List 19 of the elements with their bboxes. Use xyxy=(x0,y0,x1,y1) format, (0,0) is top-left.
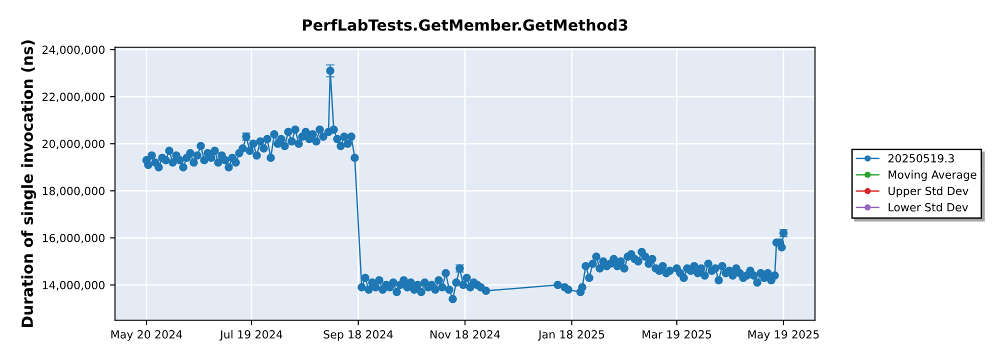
legend-label: Upper Std Dev xyxy=(888,186,968,198)
y-axis-title: Duration of single invocation (ns) xyxy=(21,40,36,327)
x-tick-label: Jul 19 2024 xyxy=(219,330,282,341)
x-tick-label: May 20 2024 xyxy=(111,330,182,341)
x-tick-label: Jan 18 2025 xyxy=(538,330,604,341)
y-tick-label: 16,000,000 xyxy=(42,234,105,244)
legend-label: Lower Std Dev xyxy=(888,202,968,212)
legend-label: 20250519.3 xyxy=(888,154,954,163)
x-tick-label: Sep 18 2024 xyxy=(324,330,393,341)
y-tick-label: 18,000,000 xyxy=(42,186,105,196)
chart-title: PerfLabTests.GetMember.GetMethod3 xyxy=(302,18,628,31)
x-tick-label: Nov 18 2024 xyxy=(430,330,500,339)
y-tick-label: 14,000,000 xyxy=(42,280,105,290)
x-tick-label: Mar 19 2025 xyxy=(642,330,711,339)
y-tick-label: 20,000,000 xyxy=(42,140,105,150)
y-tick-label: 24,000,000 xyxy=(42,46,105,56)
x-tick-label: May 19 2025 xyxy=(748,330,819,341)
y-tick-label: 22,000,000 xyxy=(42,92,105,102)
legend-label: Moving Average xyxy=(888,170,976,181)
